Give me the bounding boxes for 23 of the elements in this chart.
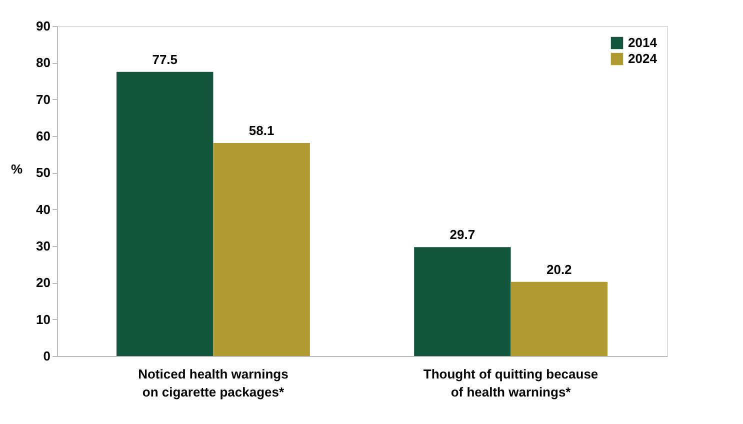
y-tick-label: 90: [36, 18, 50, 34]
y-tick-label: 80: [36, 55, 50, 70]
y-axis-title: %: [10, 162, 23, 176]
y-tick-label: 10: [36, 312, 50, 327]
data-label: 29.7: [450, 227, 476, 242]
data-label: 77.5: [152, 52, 178, 67]
y-tick-label: 50: [36, 165, 50, 180]
y-tick-label: 60: [36, 128, 50, 144]
legend-label: 2014: [628, 35, 658, 50]
y-tick-label: 40: [36, 202, 50, 217]
y-tick-label: 70: [36, 92, 50, 107]
y-tick-label: 20: [36, 275, 50, 290]
x-tick-label: Noticed health warnings on cigarette packages*: [138, 366, 288, 400]
y-tick-label: 0: [43, 348, 50, 364]
y-tick-label: 30: [36, 238, 50, 254]
data-label: 58.1: [248, 122, 274, 138]
bar: [414, 247, 511, 356]
bar: [213, 142, 310, 356]
x-tick-label: Thought of quitting because of health warnings*: [423, 366, 598, 400]
legend-label: 2024: [628, 51, 658, 66]
bar: [510, 282, 608, 356]
bar: [116, 72, 214, 356]
data-label: 20.2: [546, 262, 572, 277]
